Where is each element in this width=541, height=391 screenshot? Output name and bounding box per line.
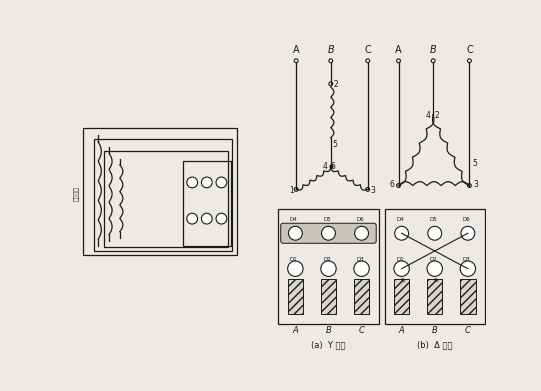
Bar: [460, 280, 476, 314]
Text: D6: D6: [356, 217, 364, 222]
Text: 5: 5: [472, 159, 477, 168]
Text: A: A: [293, 326, 298, 335]
Text: D5: D5: [323, 217, 331, 222]
Text: D₁: D₁: [400, 278, 406, 283]
Circle shape: [460, 261, 476, 276]
Bar: [288, 280, 303, 314]
Text: D2: D2: [323, 257, 331, 262]
Circle shape: [321, 261, 336, 276]
Circle shape: [427, 261, 443, 276]
Bar: [279, 209, 379, 324]
Circle shape: [201, 213, 212, 224]
Circle shape: [288, 261, 303, 276]
Text: D2: D2: [430, 257, 437, 262]
Circle shape: [321, 226, 335, 240]
Text: C: C: [359, 326, 365, 335]
Text: 1: 1: [289, 186, 294, 195]
Text: C: C: [364, 45, 371, 56]
Bar: [354, 280, 370, 314]
Bar: [321, 280, 336, 314]
Circle shape: [294, 59, 298, 63]
Circle shape: [288, 226, 302, 240]
Text: D4: D4: [396, 217, 404, 222]
Text: 2: 2: [434, 111, 439, 120]
Circle shape: [354, 261, 370, 276]
Bar: [394, 280, 410, 314]
Bar: [427, 280, 443, 314]
Text: 6: 6: [390, 180, 395, 189]
Bar: [83, 128, 237, 255]
Text: 4: 4: [323, 162, 328, 171]
Text: 6: 6: [331, 162, 335, 171]
Circle shape: [366, 59, 370, 63]
Text: D3: D3: [356, 257, 364, 262]
FancyBboxPatch shape: [281, 223, 376, 243]
Circle shape: [187, 177, 197, 188]
Circle shape: [329, 82, 333, 86]
Text: 定子绕组: 定子绕组: [74, 186, 80, 201]
Bar: [385, 209, 485, 324]
Circle shape: [431, 59, 435, 63]
Text: (b)  Δ 接法: (b) Δ 接法: [417, 340, 452, 349]
Circle shape: [397, 184, 400, 187]
Text: 2: 2: [333, 80, 338, 89]
Text: D1: D1: [396, 257, 404, 262]
Bar: [94, 139, 232, 251]
Text: A: A: [293, 45, 299, 56]
Text: 5: 5: [332, 140, 337, 149]
Text: C: C: [466, 45, 473, 56]
Bar: [183, 161, 230, 246]
Circle shape: [216, 213, 227, 224]
Circle shape: [201, 177, 212, 188]
Circle shape: [394, 261, 410, 276]
Circle shape: [397, 59, 400, 63]
Text: A: A: [399, 326, 405, 335]
Circle shape: [187, 213, 197, 224]
Text: D6: D6: [463, 217, 470, 222]
Text: D1: D1: [290, 257, 298, 262]
Text: B: B: [430, 45, 437, 56]
Text: D₃: D₃: [433, 278, 439, 283]
Circle shape: [461, 226, 475, 240]
Text: 3: 3: [370, 186, 375, 195]
Circle shape: [294, 187, 298, 191]
Bar: [104, 151, 228, 247]
Text: B: B: [326, 326, 331, 335]
Circle shape: [216, 177, 227, 188]
Circle shape: [428, 226, 441, 240]
Text: (a)  Y 接法: (a) Y 接法: [311, 340, 346, 349]
Circle shape: [467, 59, 471, 63]
Circle shape: [355, 226, 368, 240]
Text: D5: D5: [430, 217, 437, 222]
Text: 4: 4: [425, 111, 430, 120]
Circle shape: [395, 226, 408, 240]
Text: C: C: [465, 326, 471, 335]
Circle shape: [329, 59, 333, 63]
Text: B: B: [327, 45, 334, 56]
Text: B: B: [432, 326, 438, 335]
Circle shape: [467, 184, 471, 187]
Text: D3: D3: [463, 257, 470, 262]
Text: D4: D4: [290, 217, 298, 222]
Circle shape: [366, 187, 370, 191]
Text: A: A: [395, 45, 402, 56]
Text: 3: 3: [473, 180, 478, 189]
